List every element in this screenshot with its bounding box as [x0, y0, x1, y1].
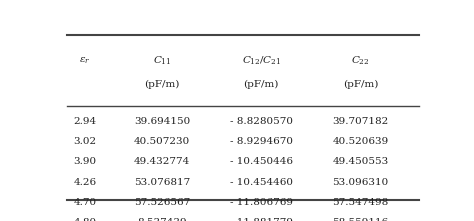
Text: (pF/m): (pF/m) — [145, 80, 180, 89]
Text: $C_{12}/C_{21}$: $C_{12}/C_{21}$ — [242, 54, 281, 67]
Text: 53.096310: 53.096310 — [332, 177, 389, 187]
Text: (pF/m): (pF/m) — [343, 80, 378, 89]
Text: 57.547498: 57.547498 — [332, 198, 389, 207]
Text: $\varepsilon_r$: $\varepsilon_r$ — [79, 55, 91, 66]
Text: - 10.454460: - 10.454460 — [230, 177, 293, 187]
Text: 58.559116: 58.559116 — [332, 218, 389, 221]
Text: 40.507230: 40.507230 — [134, 137, 190, 146]
Text: 3.02: 3.02 — [73, 137, 97, 146]
Text: 53.076817: 53.076817 — [134, 177, 190, 187]
Text: 8.537439: 8.537439 — [137, 218, 187, 221]
Text: 2.94: 2.94 — [73, 117, 97, 126]
Text: 39.707182: 39.707182 — [332, 117, 389, 126]
Text: - 8.8280570: - 8.8280570 — [230, 117, 293, 126]
Text: - 11.881779: - 11.881779 — [230, 218, 293, 221]
Text: - 10.450446: - 10.450446 — [230, 158, 293, 166]
Text: $C_{11}$: $C_{11}$ — [153, 54, 171, 67]
Text: (pF/m): (pF/m) — [244, 80, 279, 89]
Text: 3.90: 3.90 — [73, 158, 97, 166]
Text: 4.80: 4.80 — [73, 218, 97, 221]
Text: 40.520639: 40.520639 — [332, 137, 389, 146]
Text: 39.694150: 39.694150 — [134, 117, 190, 126]
Text: - 11.806769: - 11.806769 — [230, 198, 293, 207]
Text: 4.70: 4.70 — [73, 198, 97, 207]
Text: 4.26: 4.26 — [73, 177, 97, 187]
Text: 49.450553: 49.450553 — [332, 158, 389, 166]
Text: $C_{22}$: $C_{22}$ — [351, 54, 370, 67]
Text: 57.526567: 57.526567 — [134, 198, 190, 207]
Text: 49.432774: 49.432774 — [134, 158, 190, 166]
Text: - 8.9294670: - 8.9294670 — [230, 137, 293, 146]
